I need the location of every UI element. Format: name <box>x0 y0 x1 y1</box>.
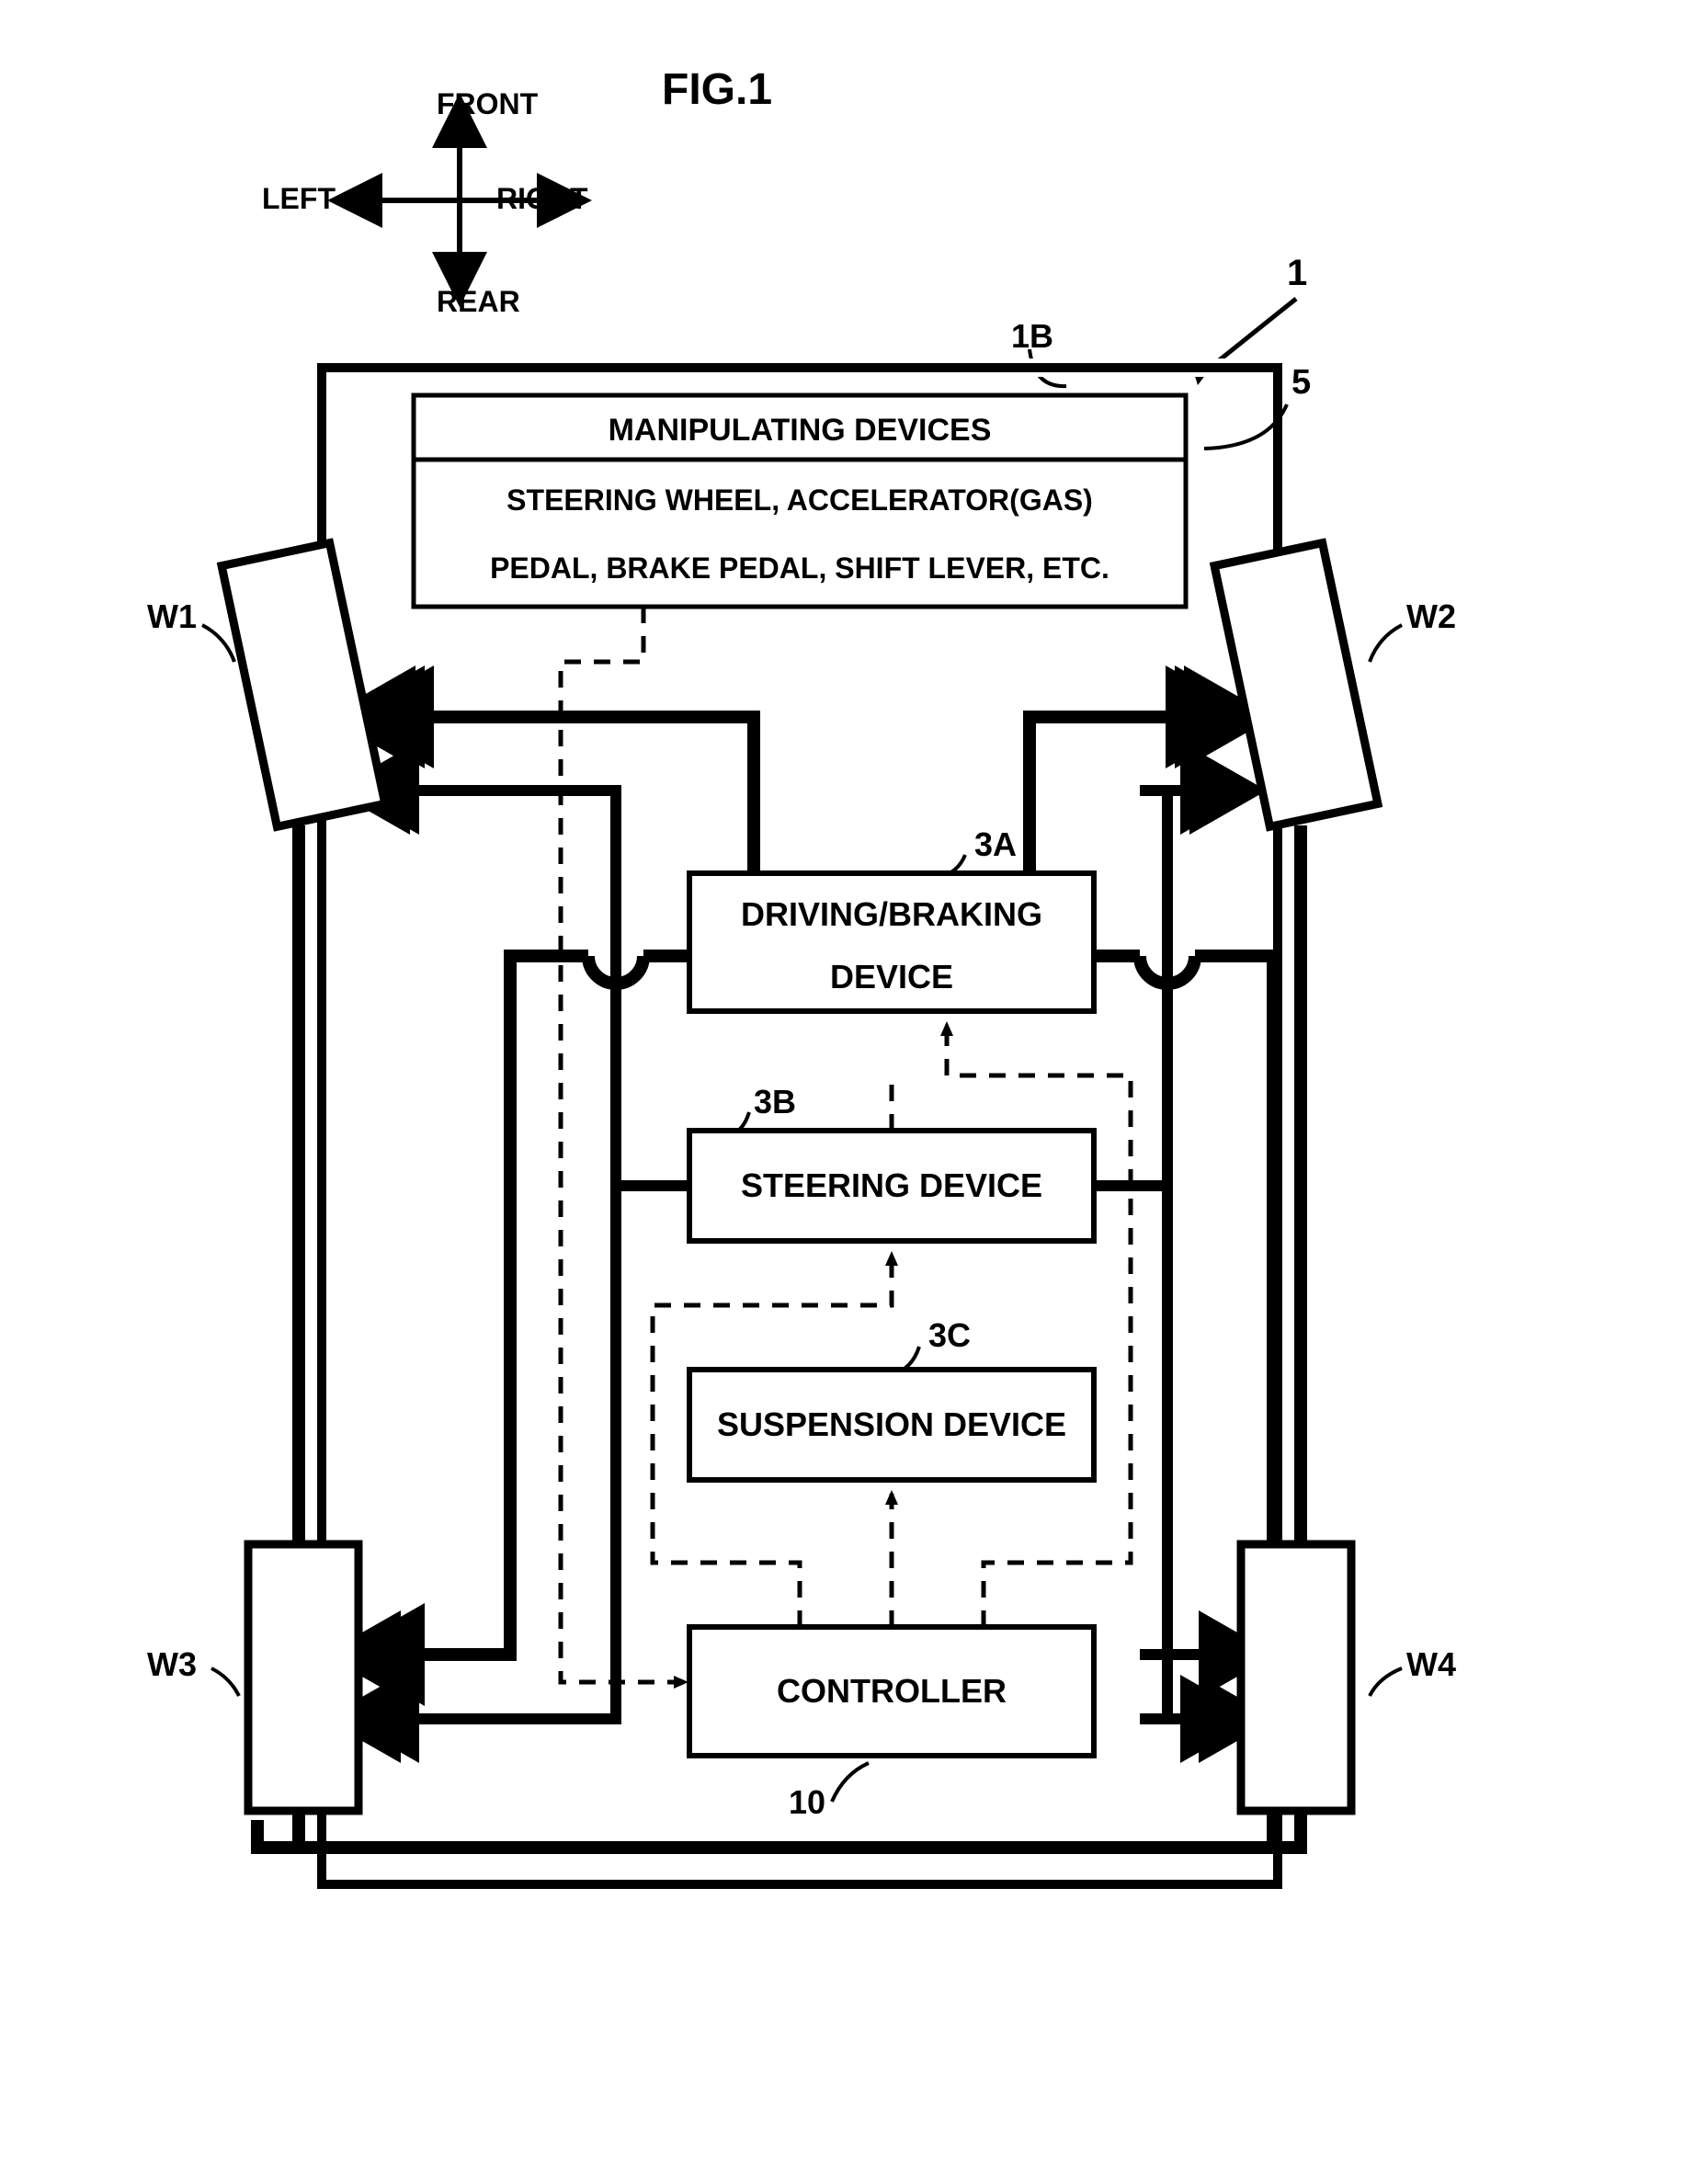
ref-w1: W1 <box>147 597 197 636</box>
ref-body: 1B <box>1011 317 1053 356</box>
drivebrake-text1: DRIVING/BRAKING <box>689 882 1094 947</box>
compass-front-label: FRONT <box>437 87 538 121</box>
diagram-svg <box>0 0 1684 2184</box>
ref-drivebrake: 3A <box>974 825 1017 864</box>
steering-text: STEERING DEVICE <box>689 1131 1094 1241</box>
manipulating-sub1: STEERING WHEEL, ACCELERATOR(GAS) <box>414 467 1186 535</box>
ref-w4: W4 <box>1406 1645 1456 1684</box>
ref-w3: W3 <box>147 1645 197 1684</box>
ref-manip: 5 <box>1291 363 1311 403</box>
ref-steering: 3B <box>754 1083 796 1121</box>
drivebrake-text2: DEVICE <box>689 945 1094 1009</box>
ref-suspension: 3C <box>928 1316 971 1355</box>
manipulating-sub2: PEDAL, BRAKE PEDAL, SHIFT LEVER, ETC. <box>414 535 1186 603</box>
suspension-text: SUSPENSION DEVICE <box>689 1370 1094 1480</box>
compass-rear-label: REAR <box>437 285 520 319</box>
compass-left-label: LEFT <box>262 182 336 216</box>
ref-vehicle: 1 <box>1287 253 1307 294</box>
ref-w2: W2 <box>1406 597 1456 636</box>
ref-controller: 10 <box>789 1783 825 1822</box>
compass-right-label: RIGHT <box>496 182 588 216</box>
manipulating-title: MANIPULATING DEVICES <box>414 403 1186 458</box>
figure-title: FIG.1 <box>662 64 772 115</box>
controller-text: CONTROLLER <box>689 1627 1094 1756</box>
